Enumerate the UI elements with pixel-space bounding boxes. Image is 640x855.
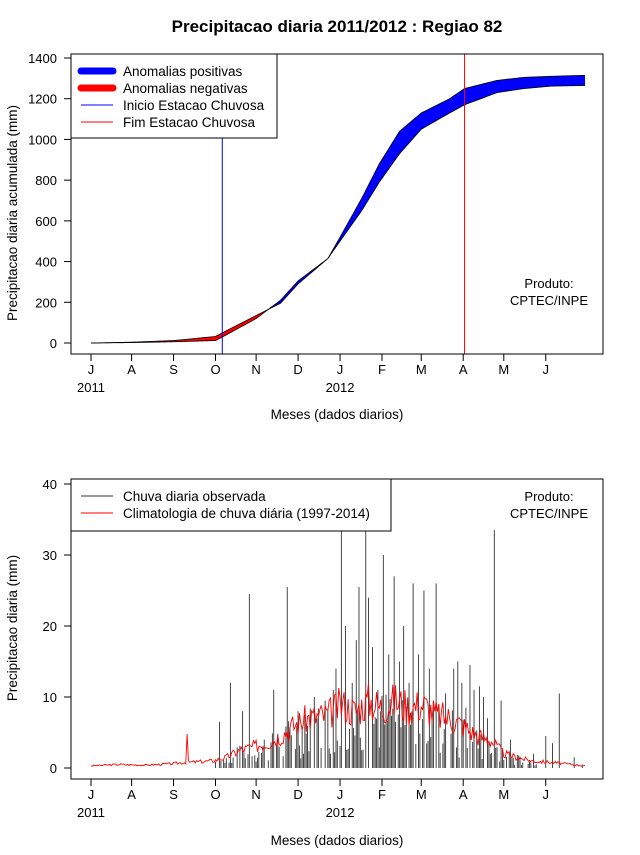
legend-entry-negative: Anomalias negativas [77, 81, 248, 96]
x-tick-label: D [293, 787, 302, 802]
x-tick-label: N [251, 787, 260, 802]
y-tick-label: 0 [50, 336, 57, 351]
top-x-axis-label: Meses (dados diarios) [271, 407, 404, 422]
y-tick-label: 400 [35, 255, 57, 270]
legend-entry-start: Inicio Estacao Chuvosa [81, 98, 265, 113]
x-tick-label: F [378, 787, 386, 802]
top-annotation-line1: Produto: [524, 276, 573, 291]
legend-label-negative: Anomalias negativas [123, 81, 248, 96]
bottom-x-axis-label: Meses (dados diarios) [271, 833, 404, 848]
climatology-line [90, 682, 586, 767]
legend-label-positive: Anomalias positivas [123, 64, 243, 79]
bottom-plot [70, 478, 604, 780]
x-tick-label: S [169, 787, 178, 802]
x-tick-label: M [416, 362, 427, 377]
legend-entry-positive: Anomalias positivas [77, 64, 243, 79]
y-tick-label: 10 [43, 690, 57, 705]
legend-label-end: Fim Estacao Chuvosa [123, 115, 256, 130]
y-tick-label: 20 [43, 619, 57, 634]
legend-label-climatology: Climatologia de chuva diária (1997-2014) [123, 506, 370, 521]
top-x-axis: J A S O N D J F M A M J 2011 2012 [77, 353, 550, 395]
x-tick-label: A [459, 362, 468, 377]
bottom-x-axis: J A S O N D J F M A M J 2011 2012 [77, 778, 550, 820]
bottom-y-axis: 0 10 20 30 40 [43, 477, 72, 776]
x-tick-label: J [337, 362, 344, 377]
observed-accum-line [90, 74, 586, 344]
bottom-annotation-line1: Produto: [524, 489, 573, 504]
top-annotation-line2: CPTEC/INPE [510, 293, 588, 308]
top-y-axis-label: Precipitacao diaria acumulada (mm) [5, 105, 20, 321]
negative-anomaly-band [91, 310, 267, 343]
y-tick-label: 0 [50, 761, 57, 776]
x-tick-label: F [378, 362, 386, 377]
x-tick-label: J [337, 787, 344, 802]
x-tick-label: M [498, 362, 509, 377]
x-year-label: 2012 [326, 805, 355, 820]
x-tick-label: A [127, 787, 136, 802]
y-tick-label: 600 [35, 214, 57, 229]
bottom-bars-layer [215, 530, 583, 768]
x-tick-label: M [416, 787, 427, 802]
y-tick-label: 1200 [28, 92, 57, 107]
x-tick-label: A [459, 787, 468, 802]
y-tick-label: 1000 [28, 132, 57, 147]
y-tick-label: 200 [35, 295, 57, 310]
legend-entry-end: Fim Estacao Chuvosa [81, 115, 256, 130]
x-tick-label: S [169, 362, 178, 377]
y-tick-label: 30 [43, 548, 57, 563]
y-tick-label: 800 [35, 173, 57, 188]
legend-label-start: Inicio Estacao Chuvosa [123, 98, 265, 113]
x-tick-label: J [88, 787, 95, 802]
x-year-label: 2011 [77, 380, 105, 395]
x-tick-label: J [543, 362, 550, 377]
top-area-layer [90, 74, 586, 344]
top-plot [70, 53, 604, 355]
x-tick-label: J [88, 362, 95, 377]
x-tick-label: D [293, 362, 302, 377]
y-tick-label: 40 [43, 477, 57, 492]
chart-title: Precipitacao diaria 2011/2012 : Regiao 8… [172, 17, 503, 36]
positive-anomaly-band [266, 75, 585, 311]
top-y-axis: 0 200 400 600 800 1000 1200 1400 [28, 51, 72, 351]
bottom-annotation-line2: CPTEC/INPE [510, 506, 588, 521]
x-tick-label: M [498, 787, 509, 802]
x-year-label: 2011 [77, 805, 105, 820]
y-tick-label: 1400 [28, 51, 57, 66]
bottom-legend: Chuva diaria observada Climatologia de c… [70, 478, 392, 532]
top-legend: Anomalias positivas Anomalias negativas … [70, 53, 278, 139]
bottom-y-axis-label: Precipitacao diaria (mm) [5, 555, 20, 701]
x-tick-label: O [210, 362, 220, 377]
climatology-accum-line [90, 85, 586, 344]
bottom-legend-box [70, 478, 392, 532]
legend-label-observed: Chuva diaria observada [123, 489, 266, 504]
legend-entry-observed: Chuva diaria observada [81, 489, 266, 504]
x-tick-label: N [251, 362, 260, 377]
x-year-label: 2012 [326, 380, 355, 395]
x-tick-label: J [543, 787, 550, 802]
x-tick-label: A [127, 362, 136, 377]
x-tick-label: O [210, 787, 220, 802]
legend-entry-climatology: Climatologia de chuva diária (1997-2014) [81, 506, 370, 521]
